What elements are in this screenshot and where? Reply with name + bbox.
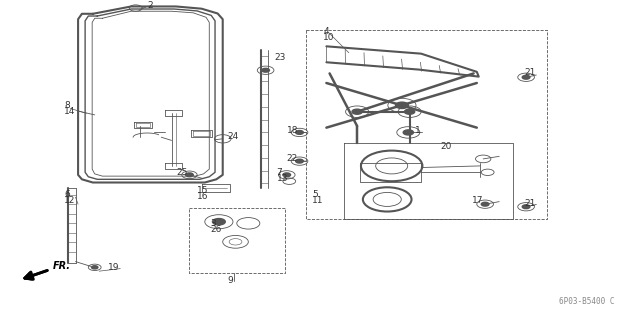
Text: 23: 23 bbox=[274, 53, 285, 62]
Text: 21: 21 bbox=[525, 199, 536, 208]
Text: 11: 11 bbox=[312, 196, 324, 205]
Text: 6P03-B5400 C: 6P03-B5400 C bbox=[559, 297, 614, 306]
Text: 15: 15 bbox=[197, 186, 209, 195]
Text: 16: 16 bbox=[197, 192, 209, 201]
Circle shape bbox=[186, 173, 193, 177]
Text: FR.: FR. bbox=[53, 261, 71, 271]
Circle shape bbox=[212, 219, 225, 225]
Circle shape bbox=[481, 202, 489, 206]
Text: 26: 26 bbox=[210, 225, 221, 234]
Text: 8: 8 bbox=[64, 101, 70, 110]
Text: 3: 3 bbox=[210, 219, 216, 228]
Text: 9: 9 bbox=[227, 276, 233, 285]
Circle shape bbox=[396, 102, 408, 108]
Circle shape bbox=[296, 130, 303, 134]
Circle shape bbox=[296, 159, 303, 163]
Circle shape bbox=[522, 75, 530, 79]
Circle shape bbox=[522, 205, 530, 209]
Text: 4: 4 bbox=[323, 27, 329, 36]
Text: 6: 6 bbox=[64, 190, 70, 199]
Circle shape bbox=[262, 68, 269, 72]
Text: 5: 5 bbox=[312, 190, 318, 199]
Text: 19: 19 bbox=[108, 263, 119, 272]
Text: 1: 1 bbox=[415, 126, 420, 135]
Text: 25: 25 bbox=[176, 168, 188, 177]
Text: 20: 20 bbox=[440, 142, 452, 151]
Circle shape bbox=[404, 109, 415, 114]
Text: 18: 18 bbox=[287, 126, 298, 135]
Text: 22: 22 bbox=[287, 154, 298, 163]
Text: 10: 10 bbox=[323, 33, 335, 41]
Text: 13: 13 bbox=[276, 174, 288, 182]
Circle shape bbox=[403, 130, 413, 135]
Text: 14: 14 bbox=[64, 107, 76, 116]
Text: 17: 17 bbox=[472, 196, 484, 205]
Circle shape bbox=[283, 173, 291, 177]
Text: 21: 21 bbox=[525, 68, 536, 77]
Text: 12: 12 bbox=[64, 196, 76, 205]
Circle shape bbox=[352, 109, 362, 114]
Circle shape bbox=[92, 266, 98, 269]
Text: 2: 2 bbox=[147, 1, 153, 10]
Text: 24: 24 bbox=[227, 132, 239, 141]
Text: 7: 7 bbox=[276, 168, 282, 177]
